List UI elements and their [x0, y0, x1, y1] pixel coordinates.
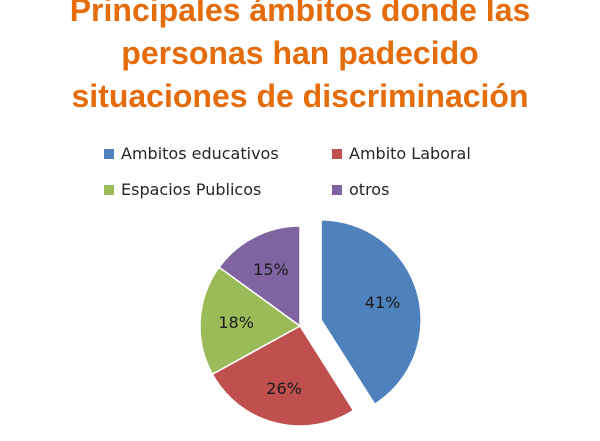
- pie-slice-espacios-publicos: [199, 266, 302, 376]
- pie-data-label: 41%: [365, 293, 401, 312]
- legend-label: Ambitos educativos: [121, 144, 279, 163]
- legend-item-ambito-laboral: Ambito Laboral: [332, 144, 471, 163]
- legend-item-espacios-publicos: Espacios Publicos: [104, 180, 261, 199]
- pie-data-label: 26%: [266, 379, 302, 398]
- pie-slice-ambitos-educativos: [320, 219, 422, 406]
- pie-slice-ambito-laboral: [211, 325, 355, 427]
- legend-item-otros: otros: [332, 180, 389, 199]
- chart-legend: Ambitos educativos Ambito Laboral Espaci…: [0, 0, 600, 220]
- legend-label: Espacios Publicos: [121, 180, 262, 199]
- chart-title-line-3: situaciones de discriminación: [71, 78, 529, 114]
- legend-label: otros: [349, 180, 390, 199]
- legend-swatch: [332, 184, 342, 195]
- pie-data-label: 15%: [253, 260, 289, 279]
- legend-label: Ambito Laboral: [349, 144, 471, 163]
- chart-title-line-2: personas han padecido: [121, 35, 479, 71]
- chart-title: Principales ámbitos donde las personas h…: [0, 0, 600, 118]
- legend-swatch: [104, 148, 114, 159]
- legend-swatch: [104, 184, 114, 195]
- chart-title-line-1: Principales ámbitos donde las: [69, 0, 531, 28]
- legend-item-ambitos-educativos: Ambitos educativos: [104, 144, 279, 163]
- pie-slice-otros: [218, 225, 301, 328]
- legend-swatch: [332, 148, 342, 159]
- pie-data-label: 18%: [218, 313, 254, 332]
